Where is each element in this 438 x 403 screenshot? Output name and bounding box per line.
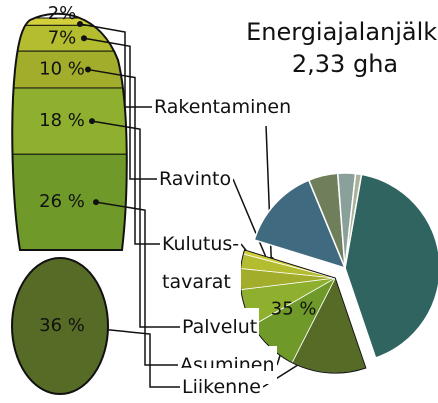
- leader-dot: [89, 118, 95, 124]
- category-label: Kulutus- tavarat: [160, 225, 241, 301]
- leader-dot: [93, 199, 99, 205]
- category-label: Palvelut: [180, 308, 259, 346]
- footprint-value-label: 7%: [48, 27, 77, 48]
- infographic: 35 % 2% 7% 10 % 18 % 26 % 36 % Energiajalanjä…: [0, 0, 438, 403]
- footprint-value-label: 18 %: [39, 110, 85, 131]
- footprint-value-label: 2%: [48, 3, 77, 24]
- category-label: Rakentaminen: [152, 88, 293, 126]
- leader-dot: [81, 35, 87, 41]
- pie-slice: [345, 174, 438, 357]
- category-label: Ravinto: [157, 160, 233, 198]
- title: Energiajalanjälki: [245, 18, 438, 46]
- subtitle: 2,33 gha: [245, 50, 438, 78]
- leader-dot: [85, 67, 91, 73]
- footprint-value-label: 36 %: [39, 315, 85, 336]
- pie-value-label: 35 %: [271, 299, 317, 320]
- pie-slice-group: [345, 174, 438, 357]
- footprint-value-label: 10 %: [39, 59, 85, 80]
- footprint-value-label: 26 %: [39, 191, 85, 212]
- category-label: Liikenne: [180, 368, 263, 403]
- leader-dot: [77, 21, 83, 27]
